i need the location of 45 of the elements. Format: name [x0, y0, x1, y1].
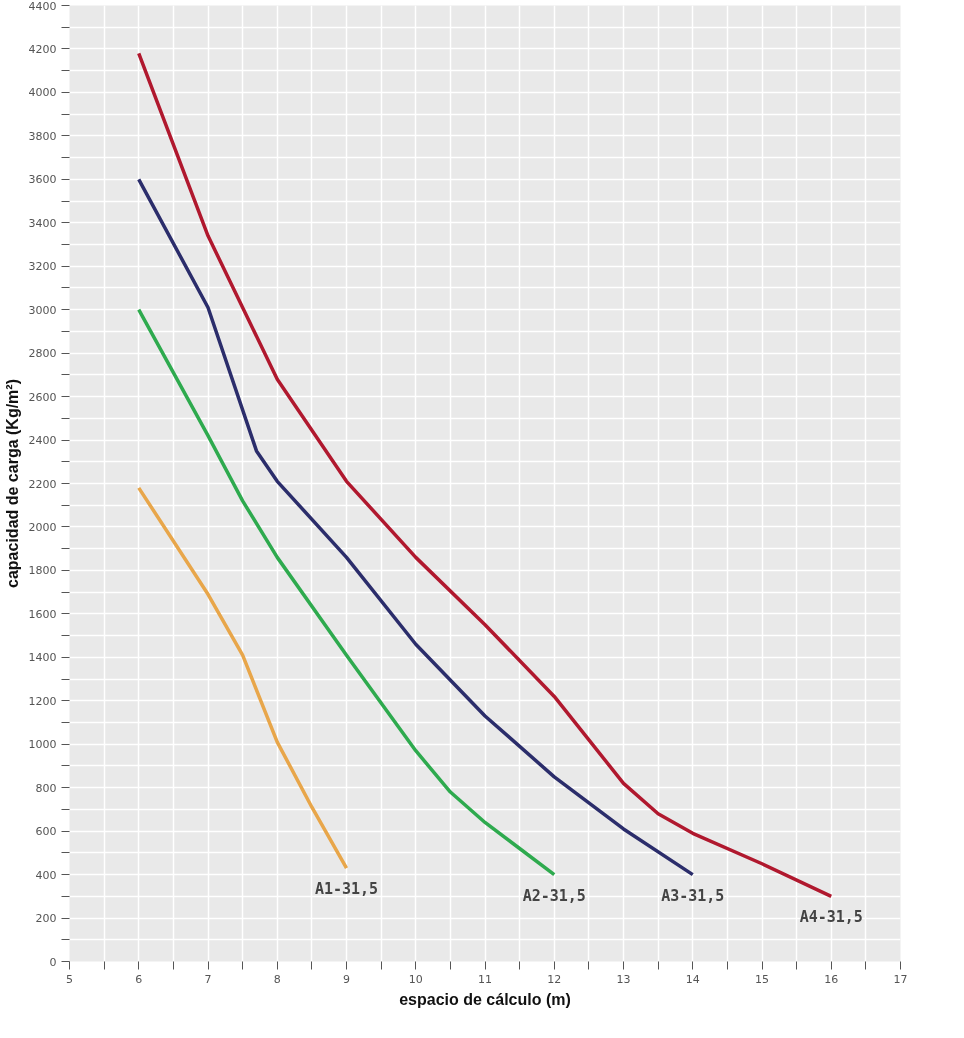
- y-tick-label: 4400: [28, 0, 57, 13]
- y-tick-label: 400: [35, 868, 57, 882]
- series-label: A4-31,5: [799, 908, 863, 927]
- y-tick-label: 200: [35, 912, 57, 926]
- y-tick-label: 4200: [28, 42, 57, 56]
- y-tick-label: 3200: [28, 260, 57, 274]
- series-label: A2-31,5: [522, 886, 586, 905]
- x-tick-label: 8: [273, 972, 281, 986]
- y-tick-label: 3600: [28, 173, 57, 187]
- y-tick-label: 1000: [28, 738, 57, 752]
- y-tick-label: 4000: [28, 86, 57, 100]
- x-tick-label: 5: [66, 972, 73, 986]
- y-tick-label: 1800: [28, 564, 57, 578]
- line-series: [137, 177, 695, 877]
- x-tick-label: 17: [893, 972, 908, 986]
- line-series: [137, 307, 556, 877]
- y-tick-label: 1600: [28, 607, 57, 621]
- x-tick-label: 6: [135, 972, 143, 986]
- series-label: A1-31,5: [314, 880, 379, 899]
- y-tick-label: 3400: [28, 216, 57, 230]
- x-tick-label: 13: [616, 972, 631, 986]
- y-tick-label: 2600: [28, 390, 57, 404]
- line-series: [137, 486, 349, 870]
- y-tick-label: 0: [49, 955, 57, 969]
- y-axis-title: capacidad de carga (Kg/m²): [3, 379, 21, 588]
- y-tick-label: 3800: [28, 129, 57, 143]
- x-tick-label: 10: [408, 972, 423, 986]
- x-tick-label: 11: [478, 972, 492, 986]
- x-tick-label: 15: [755, 972, 769, 986]
- y-tick-label: 1400: [28, 651, 57, 665]
- x-tick-label: 12: [547, 972, 562, 986]
- y-tick-label: 2800: [28, 347, 57, 361]
- y-tick-label: 600: [35, 825, 57, 839]
- x-tick-label: 7: [204, 972, 212, 986]
- series-label: A3-31,5: [661, 886, 725, 905]
- y-tick-label: 2400: [28, 434, 57, 448]
- y-tick-label: 800: [35, 781, 57, 795]
- x-tick-label: 16: [824, 972, 839, 986]
- y-tick-label: 2200: [28, 477, 57, 491]
- x-tick-label: 14: [685, 972, 700, 986]
- x-axis-title: espacio de cálculo (m): [399, 990, 571, 1008]
- x-tick-label: 9: [343, 972, 350, 986]
- y-tick-label: 3000: [28, 303, 57, 317]
- y-tick-label: 1200: [28, 694, 57, 708]
- y-tick-label: 2000: [28, 520, 57, 534]
